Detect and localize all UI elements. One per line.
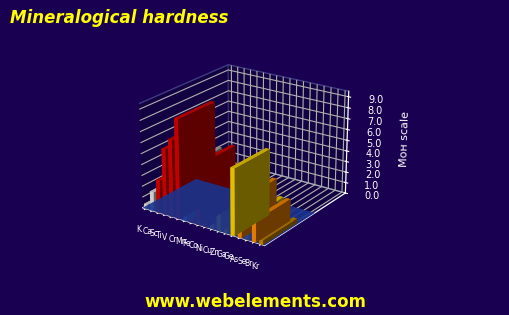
- Text: www.webelements.com: www.webelements.com: [144, 293, 365, 312]
- Text: Mineralogical hardness: Mineralogical hardness: [10, 9, 228, 27]
